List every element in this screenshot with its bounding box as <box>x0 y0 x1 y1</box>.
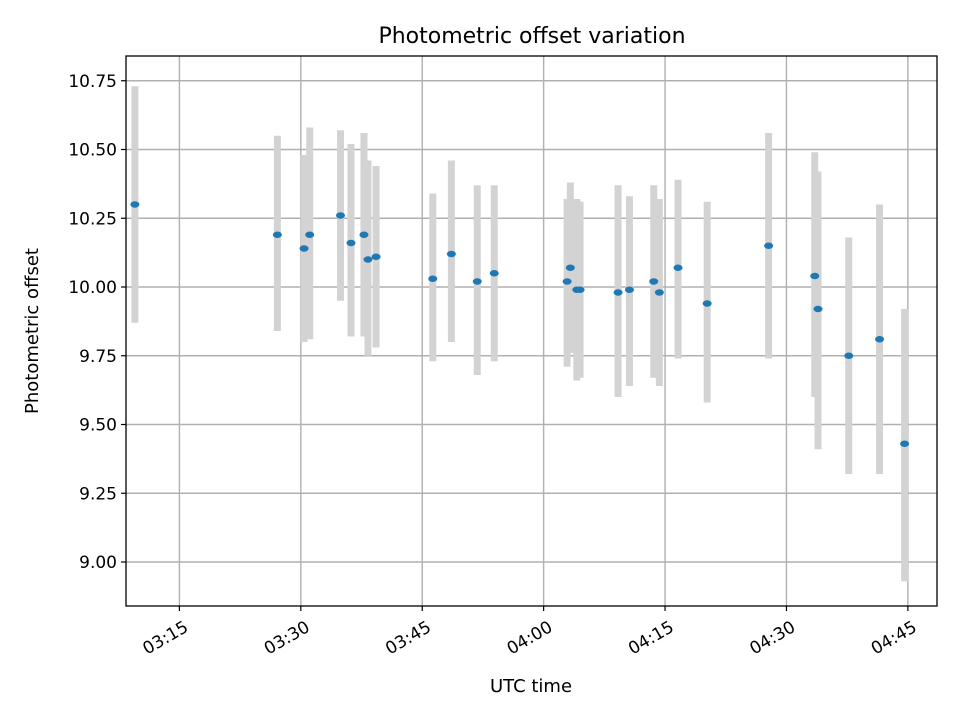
data-point <box>346 239 356 247</box>
y-axis-label: Photometric offset <box>22 248 43 414</box>
x-tick-label: 04:15 <box>625 617 677 659</box>
data-point <box>130 201 140 208</box>
data-point <box>363 256 373 263</box>
data-point <box>305 231 315 238</box>
data-point <box>575 286 585 293</box>
data-point <box>428 275 438 282</box>
data-point <box>272 231 282 238</box>
data-point <box>489 270 499 277</box>
y-tick-label: 9.00 <box>79 553 117 573</box>
plot-frame <box>125 55 938 607</box>
y-tick-label: 10.75 <box>68 72 117 92</box>
x-tick-label: 04:45 <box>868 617 920 659</box>
point-layer <box>130 201 910 447</box>
data-point <box>813 305 823 313</box>
x-tick-label: 03:30 <box>261 617 313 659</box>
y-tick-label: 10.00 <box>68 278 117 298</box>
data-point <box>810 272 820 280</box>
data-point <box>613 289 623 296</box>
data-point <box>649 278 659 285</box>
data-point <box>371 253 381 260</box>
y-tick-label: 10.25 <box>68 209 117 229</box>
y-tick-label: 10.50 <box>68 141 117 161</box>
grid-layer <box>126 56 937 606</box>
data-point <box>875 336 885 343</box>
x-tick-label: 04:00 <box>504 617 556 659</box>
x-axis-label: UTC time <box>490 676 572 697</box>
data-point <box>844 352 854 359</box>
data-point <box>673 264 683 271</box>
y-tick-label: 9.25 <box>79 484 117 504</box>
data-point <box>359 231 369 238</box>
data-point <box>654 289 664 296</box>
y-tick-label: 9.50 <box>79 416 117 436</box>
data-point <box>472 278 482 285</box>
data-point <box>299 245 309 252</box>
data-point <box>562 278 572 285</box>
data-point <box>900 440 910 447</box>
data-point <box>624 286 634 293</box>
data-point <box>565 264 575 271</box>
x-tick-label: 03:15 <box>139 617 191 659</box>
errorbar-layer <box>131 86 909 582</box>
data-point <box>336 212 346 219</box>
data-point <box>764 242 774 249</box>
tick-layer: 03:15 03:30 03:45 04:00 04:15 04:30 04:45 9.00 9… <box>68 72 920 659</box>
chart-title: Photometric offset variation <box>378 24 685 49</box>
data-point <box>702 300 712 307</box>
data-point <box>446 250 456 258</box>
x-tick-label: 04:30 <box>747 617 799 659</box>
x-tick-label: 03:45 <box>382 617 434 659</box>
y-tick-label: 9.75 <box>79 347 117 367</box>
